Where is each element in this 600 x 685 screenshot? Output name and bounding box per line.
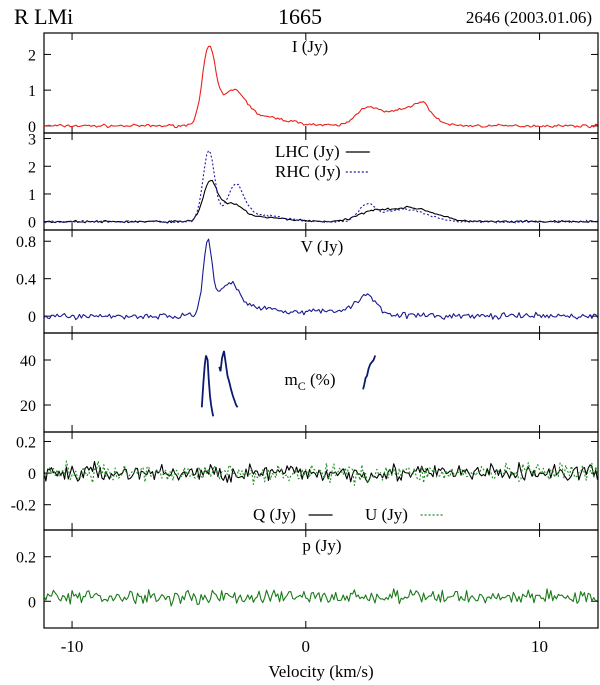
panel-lhc-rhc-ytick-label: 3	[28, 132, 36, 149]
panel-i-ytick-label: 0	[28, 119, 36, 136]
series-rhc-jy-line	[43, 150, 598, 224]
observation-id: 2646 (2003.01.06)	[465, 8, 592, 27]
panel-v-ytick-label: 0	[28, 309, 36, 326]
series-lhc-jy-line	[43, 179, 598, 224]
source-name: R LMi	[14, 4, 74, 29]
panel-mc-annotation: mC (%)	[285, 370, 336, 393]
panel-lhc-rhc-ytick-label: 1	[28, 187, 36, 204]
panel-mc-ytick-label: 20	[20, 398, 36, 415]
frequency-label: 1665	[278, 4, 322, 29]
series-mc-segment	[200, 355, 215, 417]
panel-q-u-ytick-label: 0.2	[16, 434, 36, 451]
series-i-jy-line	[43, 45, 598, 129]
panel-lhc-rhc-ytick-label: 2	[28, 159, 36, 176]
xtick-label: 10	[531, 637, 548, 656]
series-mc-segment	[218, 350, 239, 408]
legend-lhc-jy-label: LHC (Jy)	[275, 142, 340, 161]
panel-v-ytick-label: 0.4	[16, 272, 36, 289]
panel-p-annotation: p (Jy)	[302, 536, 341, 555]
legend-u-jy-label: U (Jy)	[365, 505, 408, 524]
panel-lhc-rhc-ytick-label: 0	[28, 215, 36, 232]
panel-i-ytick-label: 1	[28, 83, 36, 100]
legend-rhc-jy-label: RHC (Jy)	[275, 162, 341, 181]
series-u-jy-line	[43, 460, 599, 486]
series-p-jy-line	[43, 588, 598, 607]
panel-i-annotation: I (Jy)	[292, 37, 328, 56]
x-axis-label: Velocity (km/s)	[268, 662, 373, 681]
panel-q-u-ytick-label: -0.2	[11, 498, 36, 515]
xtick-label: 0	[302, 637, 311, 656]
panel-p-ytick-label: 0.2	[16, 550, 36, 567]
series-v-jy-line	[43, 238, 598, 321]
panel-p-frame	[43, 529, 599, 629]
panel-q-u-ytick-label: 0	[28, 466, 36, 483]
xtick-label: -10	[61, 637, 84, 656]
panel-v-annotation: V (Jy)	[301, 237, 344, 256]
panel-p-ytick-label: 0	[28, 594, 36, 611]
panel-v-ytick-label: 0.8	[16, 234, 36, 251]
panel-i-ytick-label: 2	[28, 47, 36, 64]
series-mc-segment	[362, 355, 377, 390]
series-q-jy-line	[43, 460, 599, 484]
legend-q-jy-label: Q (Jy)	[253, 505, 296, 524]
panel-mc-ytick-label: 40	[20, 353, 36, 370]
